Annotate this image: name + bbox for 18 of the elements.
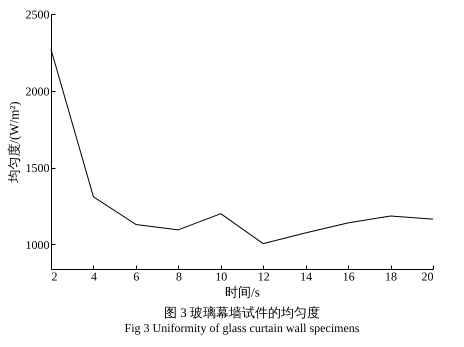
x-axis-title: 时间/s: [225, 284, 260, 300]
x-tick-label: 16: [342, 270, 355, 284]
text: 图 3 玻璃幕墙试件的均匀度: [164, 305, 320, 320]
y-axis-title: 均匀度/(W/m²): [6, 101, 22, 184]
x-tick-label: 8: [176, 270, 182, 284]
y-tick-label: 1000: [26, 238, 50, 252]
x-tick-label: 4: [90, 270, 97, 284]
x-tick-label: 18: [385, 270, 398, 284]
x-tick-label: 20: [422, 270, 434, 284]
text: Fig 3 Uniformity of glass curtain wall specimens: [124, 321, 360, 335]
y-tick-label: 1500: [26, 161, 50, 176]
y-tick-label: 2000: [26, 84, 50, 98]
y-tick-label: 2500: [26, 8, 50, 22]
x-tick-label: 10: [215, 270, 228, 284]
x-tick-label: 6: [133, 270, 140, 284]
x-tick-label: 14: [300, 270, 312, 284]
x-tick-label: 2: [52, 270, 58, 284]
x-tick-label: 12: [258, 270, 270, 284]
